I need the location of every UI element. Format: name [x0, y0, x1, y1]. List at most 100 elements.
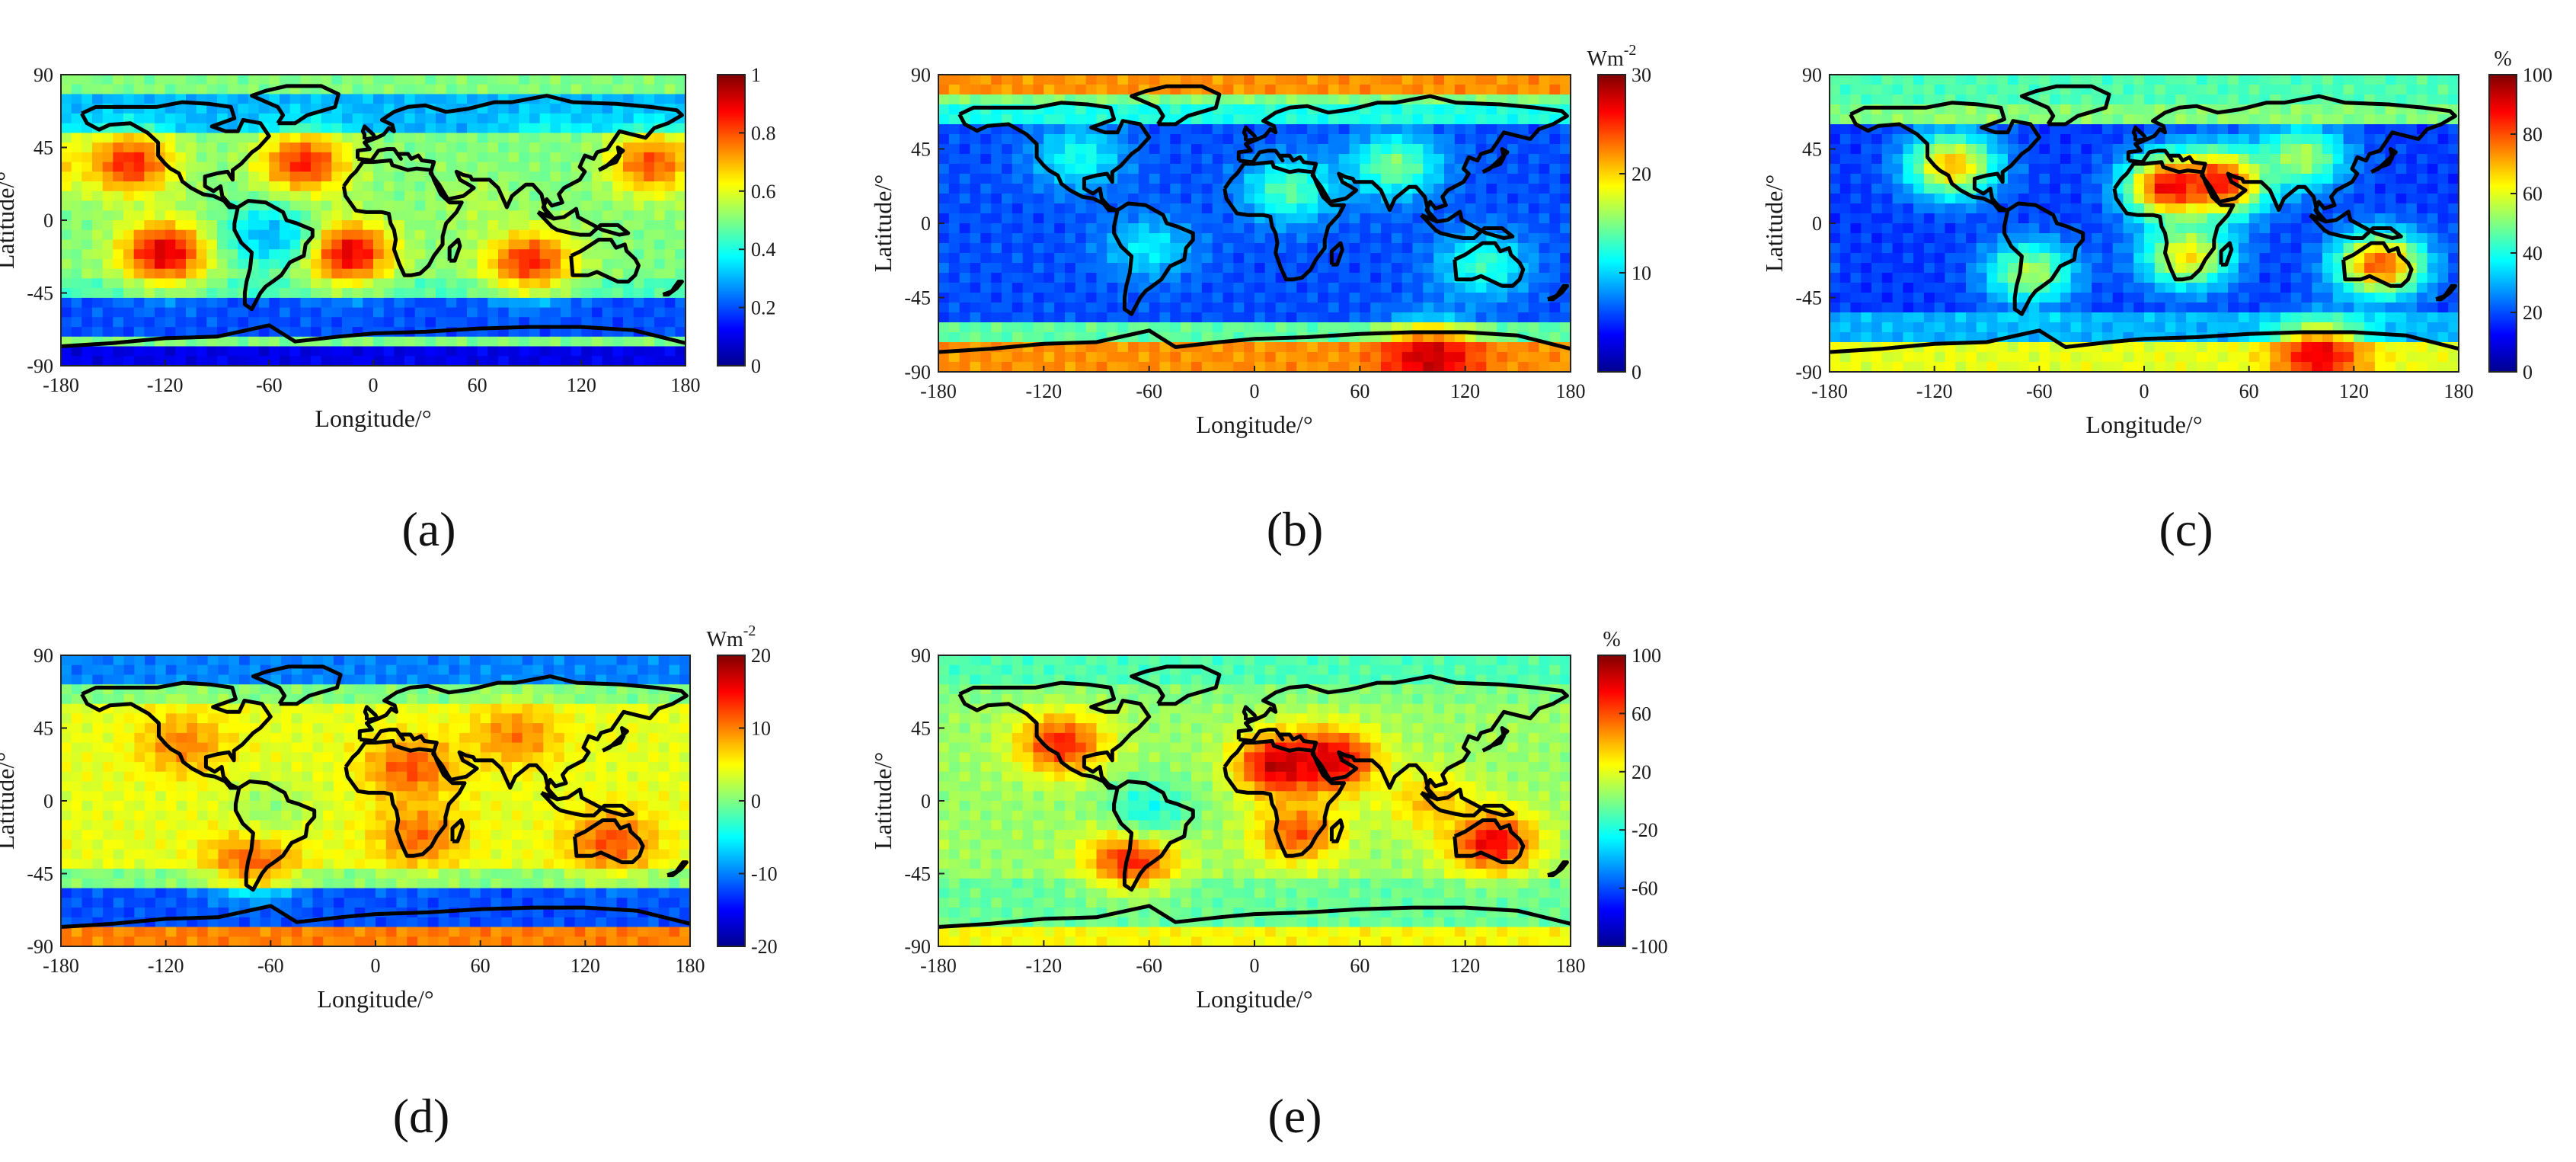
heatmap-cell [508, 104, 520, 114]
heatmap-cell [1444, 243, 1456, 254]
heatmap-cell [1286, 312, 1298, 323]
heatmap-cell [113, 268, 124, 280]
heatmap-cell [1976, 94, 1988, 105]
heatmap-cell [2280, 213, 2292, 224]
heatmap-cell [2154, 75, 2166, 85]
heatmap-cell [1318, 94, 1329, 105]
heatmap-cell [280, 336, 291, 347]
heatmap-cell [1033, 223, 1045, 234]
heatmap-cell [2270, 124, 2281, 135]
heatmap-cell [1465, 303, 1477, 313]
heatmap-cell [1923, 223, 1935, 234]
heatmap-cell [1381, 154, 1392, 165]
heatmap-cell [206, 220, 218, 231]
heatmap-cell [644, 229, 655, 241]
colorbar-tick-label: 0.4 [751, 238, 776, 261]
heatmap-cell [436, 288, 447, 299]
heatmap-cell [2144, 263, 2156, 274]
heatmap-cell [186, 75, 197, 85]
heatmap-cell [1264, 293, 1277, 303]
heatmap-cell [258, 104, 270, 114]
heatmap-cell [508, 84, 520, 95]
heatmap-cell [1107, 253, 1118, 264]
heatmap-cell [1244, 263, 1255, 274]
heatmap-cell [1349, 203, 1361, 214]
heatmap-cell [980, 144, 992, 155]
heatmap-cell [1117, 342, 1129, 353]
heatmap-cell [2112, 253, 2124, 264]
heatmap-cell [383, 200, 395, 211]
heatmap-cell [1433, 114, 1445, 125]
heatmap-cell [1391, 283, 1403, 293]
heatmap-cell [467, 75, 478, 85]
heatmap-cell [2280, 203, 2292, 214]
heatmap-cell [331, 142, 343, 153]
heatmap-cell [2248, 154, 2261, 165]
heatmap-cell [2081, 164, 2092, 174]
heatmap-cell [133, 200, 145, 211]
heatmap-cell [1318, 362, 1329, 372]
heatmap-cell [2364, 213, 2376, 224]
heatmap-cell [1054, 104, 1066, 115]
heatmap-cell [456, 307, 468, 319]
heatmap-cell [102, 239, 114, 250]
heatmap-cell [498, 152, 510, 163]
heatmap-cell [1423, 124, 1434, 135]
heatmap-cell [1054, 352, 1066, 363]
heatmap-cell [280, 123, 291, 134]
heatmap-cell [1170, 293, 1181, 303]
heatmap-cell [2248, 184, 2261, 194]
heatmap-cell [938, 253, 950, 264]
heatmap-cell [1934, 253, 1946, 264]
heatmap-cell [342, 162, 353, 173]
heatmap-cell [675, 181, 686, 192]
heatmap-cell [508, 162, 520, 173]
heatmap-cell [550, 142, 561, 153]
heatmap-cell [352, 181, 364, 192]
heatmap-cell [2238, 223, 2250, 234]
heatmap-cell [1881, 164, 1894, 174]
heatmap-cell [477, 152, 489, 163]
heatmap-cell [508, 288, 520, 299]
heatmap-cell [1486, 213, 1497, 224]
heatmap-cell [1839, 223, 1852, 234]
heatmap-cell [1903, 213, 1914, 224]
heatmap-cell [970, 184, 982, 194]
heatmap-cell [383, 356, 395, 366]
heatmap-cell [1955, 75, 1967, 85]
heatmap-cell [123, 297, 135, 309]
heatmap-cell [258, 268, 270, 280]
heatmap-cell [81, 229, 93, 241]
heatmap-cell [113, 258, 124, 270]
heatmap-cell [654, 346, 666, 357]
heatmap-cell [1871, 213, 1883, 224]
heatmap-cell [2154, 273, 2166, 283]
heatmap-cell [175, 258, 187, 270]
heatmap-cell [581, 288, 593, 299]
heatmap-cell [2332, 194, 2344, 204]
heatmap-cell [2217, 164, 2229, 174]
heatmap-cell [477, 229, 489, 241]
heatmap-cell [446, 84, 458, 95]
heatmap-cell [1997, 184, 2009, 194]
heatmap-cell [1349, 124, 1361, 135]
heatmap-cell [1465, 322, 1477, 333]
heatmap-cell [1976, 223, 1988, 234]
heatmap-cell [1212, 184, 1224, 194]
heatmap-cell [2312, 114, 2323, 125]
heatmap-cell [2112, 75, 2124, 85]
heatmap-cell [519, 75, 530, 85]
heatmap-cell [1507, 362, 1519, 372]
heatmap-cell [633, 297, 645, 309]
heatmap-cell [1328, 342, 1340, 353]
heatmap-cell [1307, 114, 1318, 125]
heatmap-cell [155, 317, 166, 328]
heatmap-cell [948, 174, 960, 184]
heatmap-cell [1381, 184, 1392, 194]
heatmap-cell [1085, 223, 1098, 234]
heatmap-cell [2437, 154, 2450, 165]
heatmap-cell [1264, 362, 1277, 372]
heatmap-cell [2448, 85, 2459, 95]
heatmap-cell [519, 123, 530, 134]
heatmap-cell [1318, 293, 1329, 303]
